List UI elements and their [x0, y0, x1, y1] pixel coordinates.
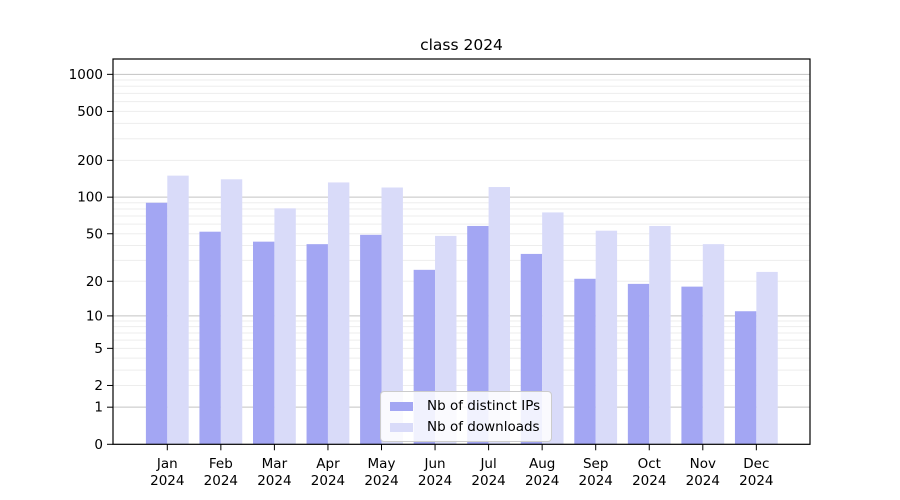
bar-jul-downloads: [488, 187, 510, 445]
bar-oct-distinct-ips: [627, 283, 650, 445]
y-tick-label: 50: [86, 226, 103, 242]
x-tick-label-month: Nov: [690, 456, 716, 472]
x-tick-label-year: 2024: [311, 473, 345, 489]
x-tick-label-year: 2024: [471, 473, 505, 489]
x-tick-label-year: 2024: [150, 473, 184, 489]
bar-nov-downloads: [702, 244, 725, 445]
legend-item-distinct-ips: Nb of distinct IPs: [390, 397, 540, 415]
x-tick-label-month: Sep: [583, 456, 608, 472]
bar-mar-downloads: [274, 208, 296, 445]
y-tick-label: 1: [94, 400, 103, 416]
bar-feb-downloads: [220, 179, 243, 445]
x-tick-label-year: 2024: [204, 473, 238, 489]
y-tick-label: 5: [94, 341, 103, 357]
bar-may-distinct-ips: [360, 234, 382, 445]
x-tick-label-month: Mar: [262, 456, 288, 472]
bar-jan-downloads: [167, 175, 189, 445]
bar-feb-distinct-ips: [199, 231, 221, 445]
bar-aug-downloads: [542, 212, 564, 445]
legend-label-distinct-ips: Nb of distinct IPs: [427, 398, 541, 414]
bar-dec-downloads: [756, 271, 778, 445]
legend-label-downloads: Nb of downloads: [427, 419, 540, 435]
legend-swatch-downloads: [390, 422, 413, 432]
bar-sep-distinct-ips: [574, 278, 596, 445]
x-tick-label-year: 2024: [418, 473, 452, 489]
y-tick-label: 2: [94, 378, 103, 394]
y-tick-label: 100: [77, 190, 103, 206]
x-tick-label-year: 2024: [739, 473, 773, 489]
x-tick-label-month: Jan: [156, 456, 178, 472]
x-tick-label-year: 2024: [579, 473, 613, 489]
legend-item-downloads: Nb of downloads: [390, 418, 540, 436]
x-tick-label-year: 2024: [632, 473, 666, 489]
chart-title: class 2024: [420, 36, 503, 54]
y-tick-label: 20: [86, 274, 103, 290]
x-tick-label-month: Apr: [316, 456, 340, 472]
bar-apr-downloads: [327, 182, 350, 445]
bar-oct-downloads: [649, 225, 671, 445]
x-tick-label-year: 2024: [257, 473, 291, 489]
x-tick-label-month: May: [368, 456, 396, 472]
bar-jan-distinct-ips: [145, 202, 168, 445]
y-tick-label: 500: [77, 104, 103, 120]
bar-jul-distinct-ips: [467, 225, 489, 445]
y-tick-label: 0: [94, 437, 103, 453]
plot-frame: [112, 58, 811, 445]
x-tick-label-month: Feb: [209, 456, 233, 472]
x-tick-label-month: Aug: [529, 456, 555, 472]
legend: Nb of distinct IPs Nb of downloads: [380, 391, 553, 442]
y-tick-label: 200: [77, 153, 103, 169]
bar-may-downloads: [381, 187, 403, 445]
x-tick-label-month: Oct: [638, 456, 661, 472]
bar-sep-downloads: [595, 230, 618, 445]
x-tick-label-month: Dec: [743, 456, 769, 472]
bar-dec-distinct-ips: [734, 311, 757, 445]
x-tick-label-year: 2024: [364, 473, 398, 489]
bar-apr-distinct-ips: [306, 244, 328, 445]
x-tick-label-year: 2024: [525, 473, 559, 489]
x-tick-label-year: 2024: [686, 473, 720, 489]
x-tick-label-month: Jun: [424, 456, 446, 472]
bar-mar-distinct-ips: [253, 241, 275, 445]
legend-swatch-distinct-ips: [390, 401, 413, 411]
bar-nov-distinct-ips: [681, 286, 703, 445]
x-tick-label-month: Jul: [479, 456, 496, 472]
y-tick-label: 1000: [69, 67, 103, 83]
y-tick-label: 10: [86, 308, 103, 324]
